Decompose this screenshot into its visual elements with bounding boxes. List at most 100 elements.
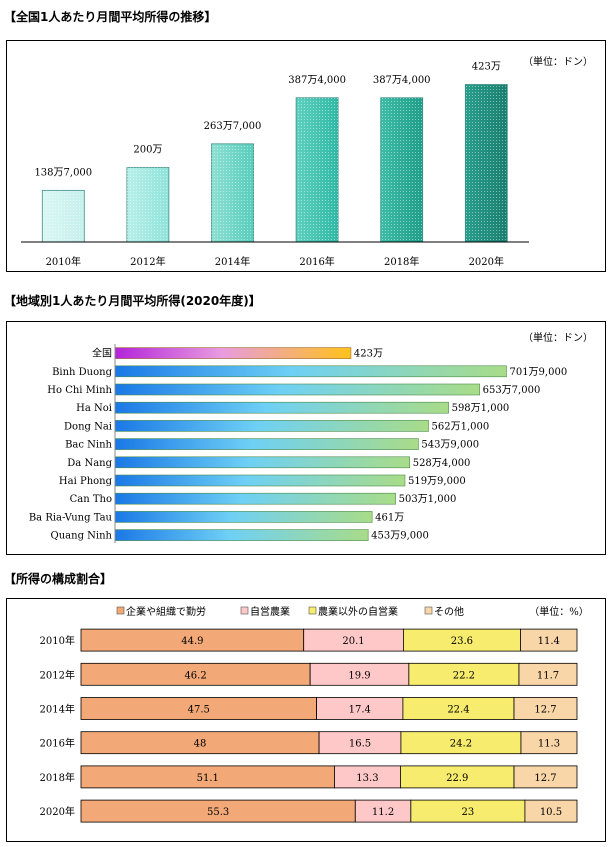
composition-value-label: 20.1	[342, 636, 364, 647]
trend-value-label: 138万7,000	[34, 167, 92, 178]
region-chart-panel: （単位：ドン） 全国 423万 Binh Duong 701万9,000 Ho Chi …	[6, 321, 606, 555]
region-bar	[114, 492, 396, 505]
composition-legend-label: 企業や組織で勤労	[126, 605, 206, 618]
trend-chart: （単位：ドン） 138万7,000 200万 263万7,000 387万4,000 3…	[21, 55, 593, 268]
trend-category-label: 2018年	[384, 255, 419, 268]
composition-segment	[513, 765, 578, 789]
composition-value-label: 11.7	[537, 670, 559, 681]
composition-value-label: 11.4	[538, 636, 560, 647]
composition-value-label: 16.5	[349, 739, 371, 750]
composition-section-title: 【所得の構成割合】	[4, 572, 113, 586]
region-value-label: 562万1,000	[432, 421, 490, 432]
region-category-label: Ho Chi Minh	[47, 385, 112, 396]
region-value-label: 519万9,000	[408, 476, 466, 487]
composition-value-label: 23	[462, 807, 475, 818]
region-bar	[114, 438, 419, 450]
region-value-label: 653万7,000	[483, 385, 541, 396]
trend-category-label: 2020年	[469, 255, 504, 268]
region-chart: （単位：ドン） 全国 423万 Binh Duong 701万9,000 Ho Chi …	[29, 331, 593, 543]
region-bar	[114, 511, 373, 523]
composition-value-label: 10.5	[540, 807, 562, 818]
trend-category-label: 2014年	[215, 255, 250, 268]
composition-value-label: 48	[194, 739, 207, 750]
region-bar	[114, 420, 429, 432]
trend-category-label: 2012年	[130, 255, 165, 268]
composition-category-label: 2012年	[40, 668, 75, 681]
composition-legend-swatch	[424, 606, 433, 615]
composition-segment	[524, 799, 578, 823]
region-value-label: 461万	[375, 512, 404, 523]
region-value-label: 423万	[354, 349, 383, 360]
composition-value-label: 11.2	[372, 807, 394, 818]
composition-value-label: 23.6	[451, 636, 473, 647]
composition-chart-panel: 企業や組織で勤労 自営農業 農業以外の自営業 その他 （単位：%） 2010年 44.9…	[6, 598, 606, 842]
composition-value-label: 11.3	[538, 739, 560, 750]
region-bar	[114, 347, 352, 359]
region-value-label: 528万4,000	[413, 458, 471, 469]
trend-unit-label: （単位：ドン）	[523, 55, 593, 68]
trend-bar-texture	[296, 97, 339, 243]
composition-legend-swatch	[308, 606, 317, 615]
composition-category-label: 2018年	[40, 771, 75, 784]
trend-value-label: 263万7,000	[204, 121, 262, 132]
region-bar	[114, 474, 406, 487]
composition-value-label: 12.7	[534, 705, 556, 716]
trend-bar-texture	[211, 143, 254, 242]
composition-value-label: 51.1	[197, 773, 219, 784]
region-category-label: Binh Duong	[52, 367, 113, 378]
region-value-label: 503万1,000	[399, 494, 457, 505]
composition-category-label: 2016年	[40, 737, 75, 750]
composition-legend-label: 農業以外の自営業	[318, 605, 398, 618]
composition-legend-swatch	[240, 606, 249, 615]
composition-value-label: 47.5	[188, 705, 210, 716]
trend-value-label: 387万4,000	[288, 75, 346, 86]
composition-segment	[518, 662, 578, 686]
region-value-label: 598万1,000	[452, 403, 510, 414]
region-bar	[114, 383, 480, 396]
composition-chart: 企業や組織で勤労 自営農業 農業以外の自営業 その他 （単位：%） 2010年 44.9…	[40, 605, 589, 823]
composition-value-label: 55.3	[207, 807, 229, 818]
region-value-label: 543万9,000	[421, 440, 479, 451]
composition-value-label: 12.7	[534, 773, 556, 784]
region-value-label: 453万9,000	[371, 531, 429, 542]
region-category-label: Da Nang	[67, 458, 112, 469]
trend-bar-texture	[380, 97, 423, 243]
region-unit-label: （単位：ドン）	[523, 331, 593, 344]
composition-segment	[513, 697, 578, 720]
region-bar	[114, 456, 411, 469]
region-category-label: Ha Noi	[76, 403, 112, 414]
region-bar	[114, 529, 369, 541]
composition-value-label: 24.2	[450, 739, 472, 750]
region-value-label: 701万9,000	[509, 367, 567, 378]
composition-legend-swatch	[116, 606, 125, 615]
composition-legend-label: その他	[434, 605, 464, 618]
composition-value-label: 13.3	[356, 773, 378, 784]
trend-value-label: 423万	[472, 62, 501, 73]
trend-bar-texture	[126, 167, 169, 242]
composition-category-label: 2010年	[40, 634, 75, 647]
region-category-label: 全国	[92, 347, 112, 360]
composition-unit-label: （単位：%）	[529, 605, 589, 618]
composition-value-label: 19.9	[348, 670, 370, 681]
region-section-title: 【地域別1人あたり月間平均所得(2020年度)】	[4, 294, 261, 308]
trend-chart-panel: （単位：ドン） 138万7,000 200万 263万7,000 387万4,000 3…	[6, 40, 606, 272]
composition-legend-label: 自営農業	[250, 605, 290, 618]
composition-value-label: 17.4	[349, 705, 371, 716]
region-category-label: Hai Phong	[59, 476, 113, 487]
region-category-label: Can Tho	[70, 494, 112, 505]
trend-category-label: 2016年	[299, 255, 334, 268]
composition-value-label: 44.9	[181, 636, 203, 647]
trend-bar-texture	[465, 84, 508, 242]
composition-segment	[520, 628, 578, 652]
composition-value-label: 22.9	[446, 773, 468, 784]
composition-segment	[520, 731, 578, 755]
region-category-label: Bac Ninh	[65, 440, 112, 451]
region-category-label: Quang Ninh	[51, 531, 113, 542]
region-bar	[114, 401, 449, 414]
composition-value-label: 46.2	[184, 670, 206, 681]
region-category-label: Ba Ria-Vung Tau	[29, 512, 113, 523]
composition-value-label: 22.4	[447, 705, 469, 716]
composition-category-label: 2020年	[40, 805, 75, 818]
trend-bar-texture	[42, 190, 85, 242]
composition-category-label: 2014年	[40, 703, 75, 716]
